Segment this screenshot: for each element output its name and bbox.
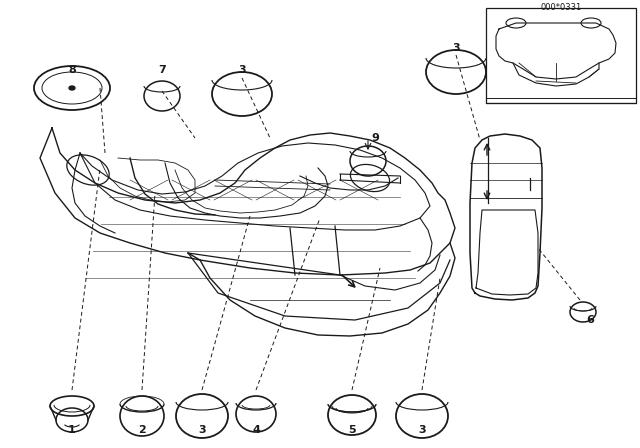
Text: 3: 3 <box>452 43 460 53</box>
Text: 8: 8 <box>68 65 76 75</box>
Ellipse shape <box>69 86 75 90</box>
Text: 6: 6 <box>586 315 594 325</box>
Text: 000*0331: 000*0331 <box>540 3 582 12</box>
Text: 9: 9 <box>371 133 379 143</box>
Text: 4: 4 <box>252 425 260 435</box>
Text: 3: 3 <box>418 425 426 435</box>
Text: 2: 2 <box>138 425 146 435</box>
Text: 5: 5 <box>348 425 356 435</box>
Text: 7: 7 <box>158 65 166 75</box>
Bar <box>486 8 636 103</box>
Text: 3: 3 <box>238 65 246 75</box>
Text: 1: 1 <box>68 425 76 435</box>
Text: 3: 3 <box>198 425 206 435</box>
